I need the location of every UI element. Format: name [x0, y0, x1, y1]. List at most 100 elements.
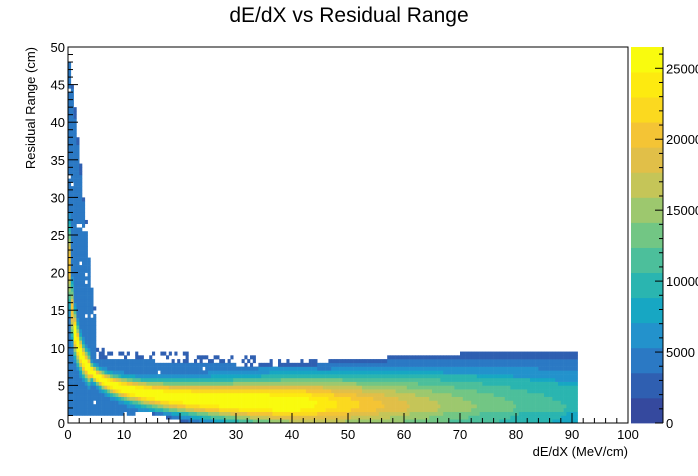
heat-cell — [138, 359, 142, 364]
heat-cell — [306, 407, 310, 413]
heat-cell — [163, 374, 167, 379]
heat-cell — [560, 411, 564, 416]
heat-cell — [488, 355, 492, 360]
heat-cell — [499, 411, 503, 416]
heat-cell — [418, 385, 422, 390]
heat-cell — [348, 400, 352, 405]
heat-cell — [404, 355, 408, 360]
heat-cell — [457, 370, 461, 375]
heat-cell — [227, 377, 231, 382]
heat-cell — [420, 385, 424, 390]
heat-cell — [311, 411, 315, 416]
heat-cell — [544, 351, 548, 356]
heat-cell — [87, 306, 91, 311]
heat-cell — [454, 411, 458, 416]
heat-cell — [336, 374, 340, 379]
heat-cell — [286, 366, 290, 371]
heat-cell — [443, 400, 447, 405]
heat-cell — [104, 392, 108, 397]
heat-cell — [535, 396, 539, 401]
heat-cell — [518, 396, 522, 401]
heat-cell — [93, 370, 97, 375]
heat-cell — [84, 238, 88, 243]
heat-cell — [219, 407, 223, 413]
heat-cell — [180, 374, 184, 379]
heat-cell — [73, 125, 77, 131]
heat-cell — [320, 415, 324, 420]
heat-cell — [93, 321, 97, 326]
heat-cell — [488, 411, 492, 416]
heat-cell — [364, 411, 368, 416]
heat-cell — [560, 392, 564, 397]
heat-cell — [558, 362, 562, 367]
heat-cell — [205, 374, 209, 379]
heat-cell — [258, 362, 262, 367]
heat-cell — [82, 257, 86, 262]
heat-cell — [474, 355, 478, 360]
heat-cell — [171, 411, 175, 416]
heat-cell — [68, 227, 72, 232]
heat-cell — [79, 336, 83, 341]
heat-cell — [434, 366, 438, 371]
heat-cell — [378, 415, 382, 420]
heat-cell — [278, 370, 282, 375]
heat-cell — [314, 400, 318, 405]
heat-cell — [482, 359, 486, 364]
heat-cell — [261, 415, 265, 420]
heat-cell — [336, 419, 340, 424]
heat-cell — [322, 419, 326, 424]
heat-cell — [359, 392, 363, 397]
heat-cell — [163, 411, 167, 416]
heat-cell — [205, 404, 209, 409]
heat-cell — [101, 381, 105, 386]
heat-cell — [121, 381, 125, 386]
heat-cell — [479, 374, 483, 379]
heat-cell — [283, 374, 287, 379]
heat-cell — [485, 377, 489, 382]
heat-cell — [376, 366, 380, 371]
heat-cell — [278, 411, 282, 416]
heat-cell — [82, 201, 86, 206]
heat-cell — [87, 340, 91, 345]
heat-cell — [68, 137, 72, 142]
heat-cell — [339, 370, 343, 375]
heat-cell — [146, 404, 150, 409]
heat-cell — [353, 404, 357, 409]
heat-cell — [370, 419, 374, 424]
heat-cell — [208, 370, 212, 375]
heat-cell — [521, 351, 525, 356]
heat-cell — [177, 389, 181, 394]
heat-cell — [479, 359, 483, 364]
heat-cell — [266, 404, 270, 409]
heat-cell — [336, 370, 340, 375]
heat-cell — [437, 366, 441, 371]
heat-cell — [112, 359, 116, 364]
heat-cell — [398, 415, 402, 420]
heat-cell — [227, 381, 231, 386]
heat-cell — [384, 366, 388, 371]
heat-cell — [180, 392, 184, 397]
heat-cell — [541, 351, 545, 356]
heat-cell — [460, 366, 464, 371]
heat-cell — [384, 374, 388, 379]
heat-cell — [70, 133, 74, 138]
heat-cell — [560, 415, 564, 420]
heat-cell — [289, 374, 293, 379]
heat-cell — [462, 411, 466, 416]
heat-cell — [541, 411, 545, 416]
heat-cell — [328, 370, 332, 375]
heat-cell — [210, 385, 214, 390]
heat-cell — [96, 359, 100, 364]
heat-cell — [359, 419, 363, 424]
heat-cell — [278, 396, 282, 401]
heat-cell — [79, 287, 83, 292]
heat-cell — [73, 381, 77, 386]
heat-cell — [510, 407, 514, 413]
heat-cell — [93, 340, 97, 345]
heat-cell — [479, 362, 483, 367]
heat-cell — [84, 325, 88, 330]
heat-cell — [222, 377, 226, 382]
heat-cell — [289, 400, 293, 405]
heat-cell — [328, 381, 332, 386]
heat-cell — [468, 389, 472, 394]
